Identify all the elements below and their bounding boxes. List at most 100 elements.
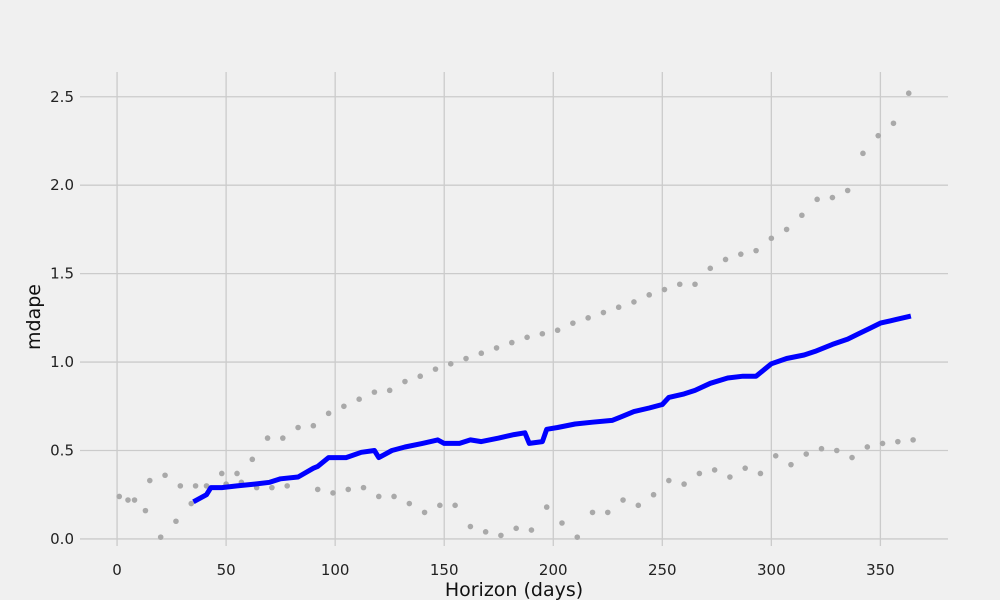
scatter-point [585, 315, 591, 321]
scatter-point [177, 483, 184, 489]
scatter-point [738, 251, 744, 257]
scatter-point [142, 507, 149, 514]
x-tick-label: 100 [321, 561, 350, 579]
scatter-point [432, 366, 439, 372]
x-tick-label: 150 [430, 561, 459, 579]
scatter-point [650, 491, 657, 498]
y-axis-label: mdape [23, 284, 45, 350]
scatter-point [554, 327, 561, 334]
scatter-point [574, 534, 581, 540]
y-tick-label: 1.0 [50, 353, 74, 371]
scatter-point [772, 452, 779, 459]
scatter-point [264, 435, 271, 441]
scatter-point [676, 281, 683, 288]
scatter-point [849, 454, 855, 461]
scatter-point [864, 444, 871, 450]
scatter-point [814, 196, 820, 203]
scatter-point [768, 235, 775, 242]
scatter-point [803, 451, 810, 457]
scatter-point [589, 509, 596, 516]
scatter-point [330, 490, 336, 496]
scatter-point [600, 309, 607, 316]
scatter-point [386, 387, 393, 394]
scatter-point [661, 286, 668, 293]
scatter-point [631, 299, 637, 305]
x-tick-label: 200 [539, 561, 568, 579]
scatter-point [875, 132, 882, 139]
x-tick-label: 50 [217, 561, 236, 579]
scatter-point [696, 470, 703, 477]
x-tick-label: 250 [648, 561, 677, 579]
scatter-point [375, 493, 382, 500]
scatter-point [833, 447, 840, 454]
scatter-point [173, 518, 179, 525]
scatter-point [844, 187, 851, 194]
scatter-point [284, 483, 290, 489]
y-tick-label: 1.5 [50, 265, 74, 283]
scatter-point [371, 389, 378, 395]
scatter-point [615, 304, 622, 311]
scatter-point [146, 477, 153, 484]
scatter-point [742, 465, 748, 471]
scatter-point [559, 520, 565, 526]
scatter-point [356, 396, 362, 403]
scatter-point [125, 497, 131, 503]
scatter-point [478, 350, 485, 357]
scatter-point [310, 422, 317, 429]
scatter-point [116, 493, 123, 500]
scatter-point [620, 497, 626, 503]
scatter-point [910, 437, 916, 443]
scatter-point [711, 467, 718, 473]
scatter-point [753, 247, 759, 254]
scatter-point [509, 339, 515, 346]
scatter-point [192, 483, 199, 489]
scatter-point [218, 470, 225, 477]
y-tick-label: 0.0 [50, 530, 74, 548]
scatter-point [345, 486, 352, 493]
scatter-point [162, 472, 168, 479]
grid [80, 72, 948, 546]
scatter-point [437, 502, 443, 509]
scatter-point [570, 320, 576, 326]
scatter-point [727, 474, 733, 480]
mdape-line [192, 313, 912, 504]
scatter-point [783, 226, 790, 233]
scatter-point [157, 534, 164, 540]
scatter-point [269, 484, 275, 491]
series-line [192, 313, 912, 504]
scatter-point [341, 403, 347, 410]
scatter-point [493, 345, 500, 351]
scatter-point [203, 483, 210, 489]
scatter-point [905, 90, 912, 97]
scatter-point [681, 481, 687, 487]
scatter-point [249, 456, 256, 463]
scatter-point [131, 497, 138, 503]
scatter-point [895, 438, 901, 445]
scatter-point [280, 435, 286, 441]
x-tick-label: 0 [112, 561, 122, 579]
scatter-point [417, 373, 424, 380]
scatter-point [524, 334, 530, 341]
scatter-point [604, 509, 611, 516]
y-tick-label: 2.0 [50, 176, 74, 194]
scatter-point [391, 493, 397, 500]
scatter-point [513, 525, 519, 532]
scatter-point [498, 532, 504, 539]
scatter-point [360, 484, 367, 491]
scatter-point [188, 500, 195, 507]
scatter-points [116, 90, 916, 540]
scatter-point [452, 502, 458, 509]
scatter-point [463, 355, 469, 362]
scatter-point [402, 378, 408, 385]
scatter-point [635, 502, 642, 509]
scatter-point [879, 440, 886, 447]
x-axis-label: Horizon (days) [445, 579, 583, 600]
scatter-point [482, 529, 489, 535]
scatter-point [860, 150, 866, 157]
scatter-point [799, 212, 805, 219]
x-tick-label: 300 [757, 561, 786, 579]
scatter-point [707, 265, 714, 272]
scatter-point [295, 424, 301, 431]
